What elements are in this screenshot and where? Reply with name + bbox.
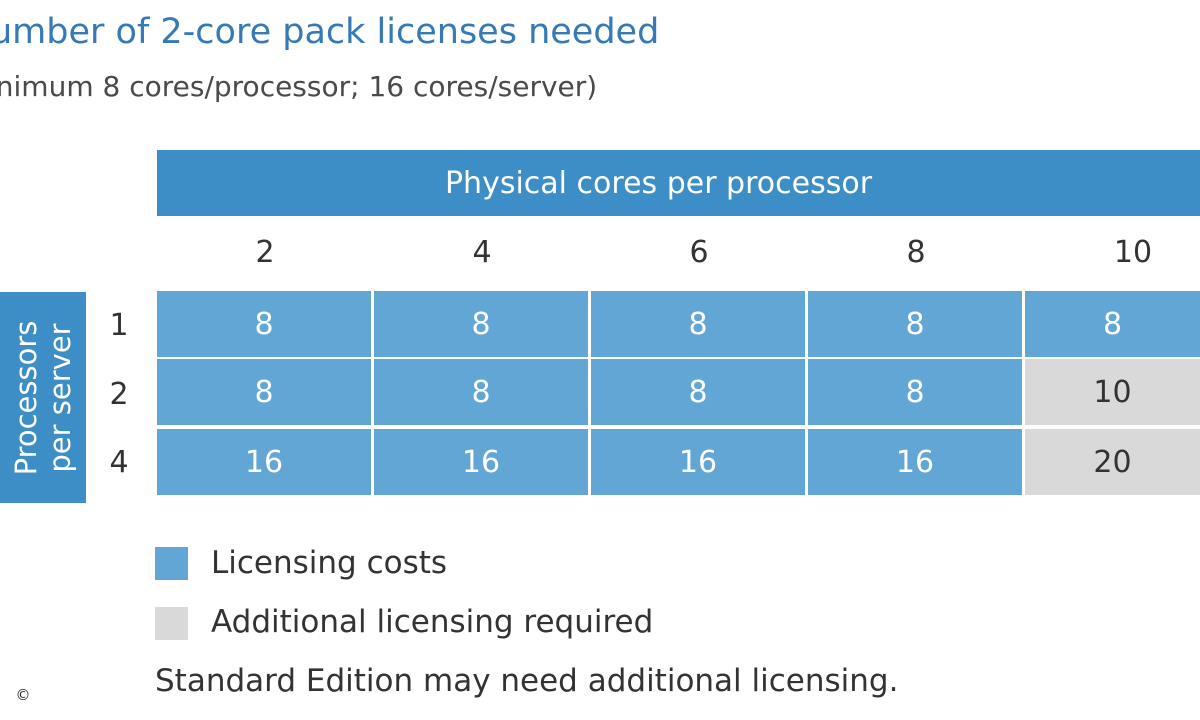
table-cell: 8 — [1025, 291, 1200, 357]
table-cell: 16 — [157, 429, 371, 495]
table-cell: 20 — [1025, 429, 1200, 495]
column-header-4: 4 — [472, 235, 492, 270]
legend-label-licensing-costs: Licensing costs — [211, 545, 448, 581]
table-cell: 8 — [808, 359, 1022, 425]
legend-swatch-licensing-costs — [155, 547, 188, 580]
page-title: umber of 2-core pack licenses needed — [0, 12, 660, 52]
column-header-10: 10 — [1113, 235, 1153, 270]
row-group-header: Processors per server — [0, 292, 86, 503]
row-group-label-line2: per server — [43, 322, 77, 473]
table-cell: 8 — [157, 291, 371, 357]
row-header-2: 2 — [109, 377, 129, 412]
row-header-1: 1 — [109, 308, 129, 343]
table-cell: 10 — [1025, 359, 1200, 425]
column-header-6: 6 — [689, 235, 709, 270]
row-group-label: Processors per server — [9, 320, 77, 475]
legend-label-additional-licensing: Additional licensing required — [211, 604, 654, 640]
table-cell: 8 — [374, 291, 588, 357]
page-subtitle: inimum 8 cores/processor; 16 cores/serve… — [0, 70, 598, 103]
column-group-label: Physical cores per processor — [444, 165, 873, 201]
legend-swatch-additional-licensing — [155, 607, 188, 640]
table-cell: 8 — [157, 359, 371, 425]
table-cell: 8 — [591, 359, 805, 425]
table-cell: 16 — [591, 429, 805, 495]
copyright-icon: © — [14, 686, 32, 704]
row-group-label-line1: Processors — [9, 320, 43, 475]
column-header-8: 8 — [906, 235, 926, 270]
table-cell: 8 — [374, 359, 588, 425]
footnote: Standard Edition may need additional lic… — [155, 663, 899, 699]
table-cell: 8 — [591, 291, 805, 357]
table-cell: 16 — [808, 429, 1022, 495]
table-cell: 8 — [808, 291, 1022, 357]
column-header-2: 2 — [255, 235, 275, 270]
table-cell: 16 — [374, 429, 588, 495]
column-group-header: Physical cores per processor — [157, 150, 1200, 216]
row-header-4: 4 — [109, 445, 129, 480]
